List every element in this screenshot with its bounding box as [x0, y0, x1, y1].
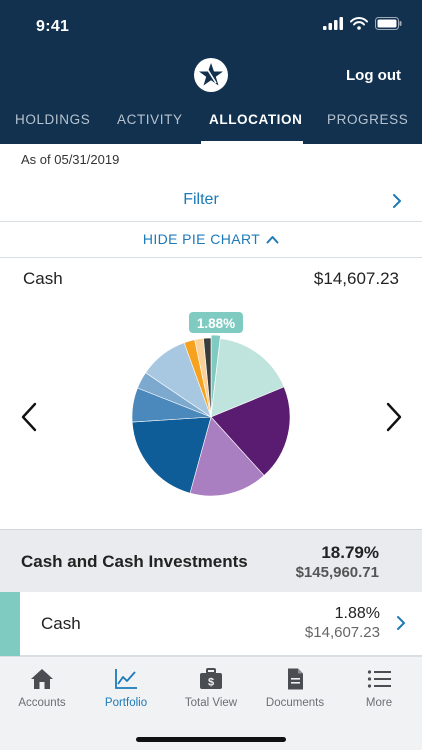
nav-more[interactable]: More [337, 667, 421, 709]
hide-pie-chart-label: HIDE PIE CHART [142, 231, 261, 247]
portfolio-tabs: HOLDINGS ACTIVITY ALLOCATION PROGRESS [0, 104, 422, 144]
house-icon [31, 669, 53, 689]
pie-slice-11[interactable] [203, 337, 212, 418]
highlight-callout-label: 1.88% [197, 316, 235, 331]
status-bar: 9:41 [0, 0, 422, 52]
next-slice-button[interactable] [383, 401, 405, 433]
chevron-up-icon [266, 235, 279, 243]
group-amount: $145,960.71 [295, 564, 379, 581]
list-item-cash[interactable]: Cash 1.88% $14,607.23 [0, 592, 422, 656]
list-menu-icon [367, 670, 391, 688]
briefcase-dollar-icon: $ [200, 668, 222, 689]
app-header: Log out HOLDINGS ACTIVITY ALLOCATION PRO… [0, 52, 422, 144]
schwab-star-logo-icon [194, 58, 228, 92]
nav-label-documents: Documents [265, 697, 325, 709]
line-chart-icon [115, 669, 137, 689]
hide-pie-chart-toggle[interactable]: HIDE PIE CHART [0, 222, 422, 258]
group-name: Cash and Cash Investments [21, 552, 248, 571]
pie-slice-3[interactable] [210, 386, 291, 476]
bottom-tab-bar: Accounts Portfolio $ Total View Document… [0, 656, 422, 750]
active-tab-indicator [201, 141, 303, 144]
status-time: 9:41 [36, 18, 70, 35]
tab-progress[interactable]: PROGRESS [327, 112, 409, 127]
nav-label-more: More [365, 697, 393, 709]
nav-documents[interactable]: Documents [253, 667, 337, 709]
nav-label-portfolio: Portfolio [104, 697, 148, 709]
tab-allocation[interactable]: ALLOCATION [209, 112, 303, 127]
cellular-signal-icon [323, 17, 343, 30]
chevron-right-icon [397, 616, 405, 630]
nav-label-accounts: Accounts [18, 697, 66, 709]
pie-slice-4[interactable] [189, 416, 265, 497]
allocation-pie-chart[interactable]: 1.88% [0, 300, 422, 525]
tab-activity[interactable]: ACTIVITY [117, 112, 183, 127]
previous-slice-button[interactable] [18, 401, 40, 433]
highlight-callout [189, 312, 243, 333]
row-percent: 1.88% [334, 605, 380, 622]
chevron-right-icon [393, 194, 401, 208]
nav-label-total-view: Total View [184, 697, 238, 709]
as-of-date: As of 05/31/2019 [21, 152, 120, 167]
group-header-cash-investments: Cash and Cash Investments 18.79% $145,96… [0, 529, 422, 592]
selected-slice-value: $14,607.23 [313, 269, 399, 288]
svg-text:$: $ [208, 677, 214, 689]
nav-portfolio[interactable]: Portfolio [84, 667, 168, 709]
pie-slice-2[interactable] [210, 338, 285, 418]
nav-accounts[interactable]: Accounts [0, 667, 84, 709]
logout-button[interactable]: Log out [346, 67, 401, 84]
nav-total-view[interactable]: $ Total View [169, 667, 253, 709]
wifi-icon [350, 17, 368, 30]
battery-icon [375, 17, 402, 30]
filter-row[interactable]: Filter [0, 180, 422, 222]
tab-holdings[interactable]: HOLDINGS [15, 112, 91, 127]
hide-pie-chart-button: HIDE PIE CHART [143, 231, 279, 247]
status-icons [323, 17, 402, 30]
selected-slice-label: Cash [23, 269, 63, 288]
group-percent: 18.79% [321, 543, 379, 562]
row-color-accent [0, 592, 20, 656]
document-icon [288, 668, 303, 690]
filter-label: Filter [183, 191, 219, 208]
row-amount: $14,607.23 [304, 624, 380, 641]
home-indicator [136, 737, 286, 742]
pie-slice-5[interactable] [131, 416, 212, 494]
row-name: Cash [41, 614, 81, 633]
